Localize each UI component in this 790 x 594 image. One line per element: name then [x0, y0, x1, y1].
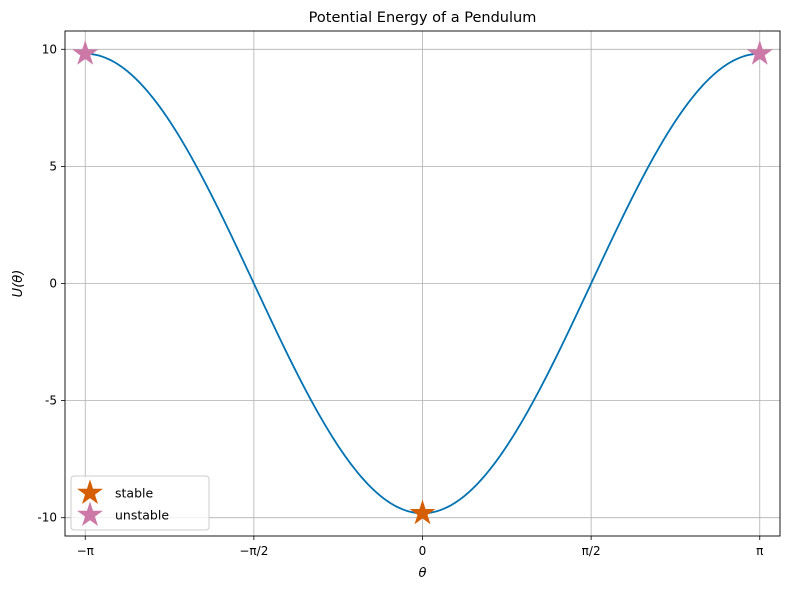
legend-items: stable unstable — [77, 479, 169, 527]
y-tick-label: 0 — [49, 277, 57, 291]
x-tick-label: π/2 — [582, 544, 601, 558]
x-tick-label: −π — [77, 544, 94, 558]
x-tick-label: π — [756, 544, 763, 558]
legend-stable-label: stable — [115, 486, 153, 501]
legend-stable-marker — [77, 479, 103, 505]
legend-unstable-label: unstable — [115, 508, 169, 523]
y-tick-label: 5 — [49, 159, 57, 173]
y-tick-label: -5 — [45, 394, 57, 408]
legend-box — [70, 475, 210, 531]
x-tick-label: −π/2 — [239, 544, 268, 558]
y-axis-label: U(θ) — [11, 270, 26, 298]
ticks: −π −π/2 0 π/2 π 10 5 0 -5 -10 — [37, 42, 763, 558]
marker-layer — [72, 40, 773, 525]
unstable-star-marker — [72, 40, 99, 65]
unstable-star-marker — [746, 40, 773, 65]
y-tick-label: -10 — [37, 511, 57, 525]
legend-unstable-marker — [77, 501, 103, 527]
x-tick-label: 0 — [419, 544, 427, 558]
legend: stable unstable — [70, 475, 210, 531]
x-axis-label: θ — [419, 566, 427, 581]
stable-star-marker — [409, 499, 436, 525]
chart-title: Potential Energy of a Pendulum — [309, 10, 537, 26]
y-tick-label: 10 — [42, 42, 57, 56]
